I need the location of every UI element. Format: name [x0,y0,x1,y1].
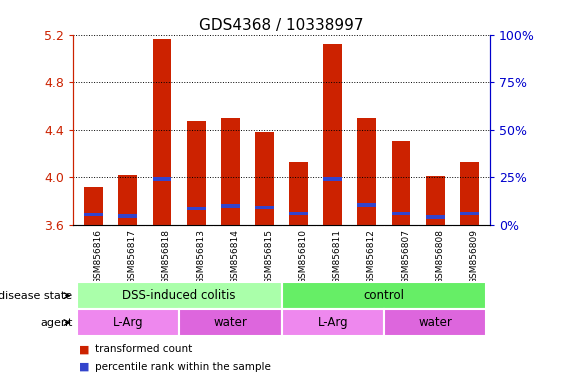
Bar [426,215,445,219]
Text: ■: ■ [79,344,90,354]
Text: water: water [418,316,452,329]
Bar [323,44,342,225]
Text: disease state: disease state [0,291,73,301]
Bar [221,204,240,208]
Bar [77,309,179,336]
Bar [282,282,486,309]
Text: GSM856811: GSM856811 [333,229,342,284]
Text: percentile rank within the sample: percentile rank within the sample [95,362,270,372]
Bar [84,213,103,216]
Bar [255,206,274,209]
Bar [77,282,282,309]
Text: GSM856815: GSM856815 [265,229,274,284]
Bar [358,203,376,207]
Bar [460,162,479,225]
Bar [84,187,103,225]
Title: GDS4368 / 10338997: GDS4368 / 10338997 [199,18,364,33]
Text: GSM856813: GSM856813 [196,229,205,284]
Bar [118,214,137,217]
Text: water: water [213,316,247,329]
Text: GSM856809: GSM856809 [470,229,479,284]
Bar [323,177,342,181]
Bar [289,212,308,215]
Text: ■: ■ [79,362,90,372]
Bar [460,212,479,215]
Text: DSS-induced colitis: DSS-induced colitis [122,289,236,302]
Text: GSM856807: GSM856807 [401,229,410,284]
Text: GSM856808: GSM856808 [435,229,444,284]
Bar [426,176,445,225]
Bar [187,121,205,225]
Bar [289,162,308,225]
Bar [392,212,410,215]
Bar [187,207,205,210]
Text: GSM856818: GSM856818 [162,229,171,284]
Bar [255,132,274,225]
Text: L-Arg: L-Arg [318,316,348,329]
Text: GSM856812: GSM856812 [367,229,376,284]
Bar [118,175,137,225]
Bar [153,39,171,225]
Bar [358,118,376,225]
Text: L-Arg: L-Arg [113,316,143,329]
Text: GSM856814: GSM856814 [230,229,239,284]
Text: control: control [364,289,404,302]
Text: agent: agent [40,318,73,328]
Text: GSM856817: GSM856817 [128,229,137,284]
Bar [282,309,384,336]
Bar [384,309,486,336]
Bar [153,177,171,181]
Bar [179,309,282,336]
Text: GSM856810: GSM856810 [298,229,307,284]
Text: GSM856816: GSM856816 [93,229,102,284]
Text: transformed count: transformed count [95,344,192,354]
Bar [392,141,410,225]
Bar [221,118,240,225]
